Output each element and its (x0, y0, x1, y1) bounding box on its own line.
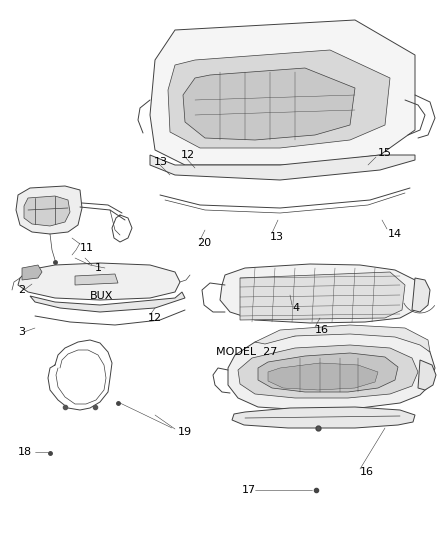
Text: 1: 1 (95, 263, 102, 273)
Polygon shape (258, 353, 398, 392)
Text: 13: 13 (270, 232, 284, 242)
Text: 4: 4 (292, 303, 299, 313)
Text: 17: 17 (242, 485, 256, 495)
Text: BUX: BUX (90, 291, 113, 301)
Text: 16: 16 (315, 325, 329, 335)
Polygon shape (412, 278, 430, 312)
Text: 15: 15 (378, 148, 392, 158)
Text: 2: 2 (18, 285, 25, 295)
Polygon shape (220, 264, 418, 323)
Text: 11: 11 (80, 243, 94, 253)
Text: 3: 3 (18, 327, 25, 337)
Polygon shape (240, 272, 405, 320)
Text: 20: 20 (197, 238, 211, 248)
Text: 12: 12 (181, 150, 195, 160)
Polygon shape (22, 265, 42, 280)
Text: 12: 12 (148, 313, 162, 323)
Text: 13: 13 (154, 157, 168, 167)
Text: 18: 18 (18, 447, 32, 457)
Text: 16: 16 (360, 467, 374, 477)
Polygon shape (228, 332, 435, 410)
Text: 19: 19 (178, 427, 192, 437)
Polygon shape (75, 274, 118, 285)
Polygon shape (24, 196, 70, 226)
Polygon shape (238, 345, 418, 398)
Polygon shape (30, 292, 185, 312)
Polygon shape (16, 186, 82, 234)
Polygon shape (268, 363, 378, 390)
Polygon shape (168, 50, 390, 148)
Polygon shape (255, 325, 430, 352)
Text: 14: 14 (388, 229, 402, 239)
Text: MODEL  27: MODEL 27 (216, 347, 277, 357)
Polygon shape (232, 407, 415, 428)
Polygon shape (150, 155, 415, 180)
Polygon shape (18, 263, 180, 300)
Polygon shape (418, 360, 436, 390)
Polygon shape (183, 68, 355, 140)
Polygon shape (150, 20, 415, 165)
